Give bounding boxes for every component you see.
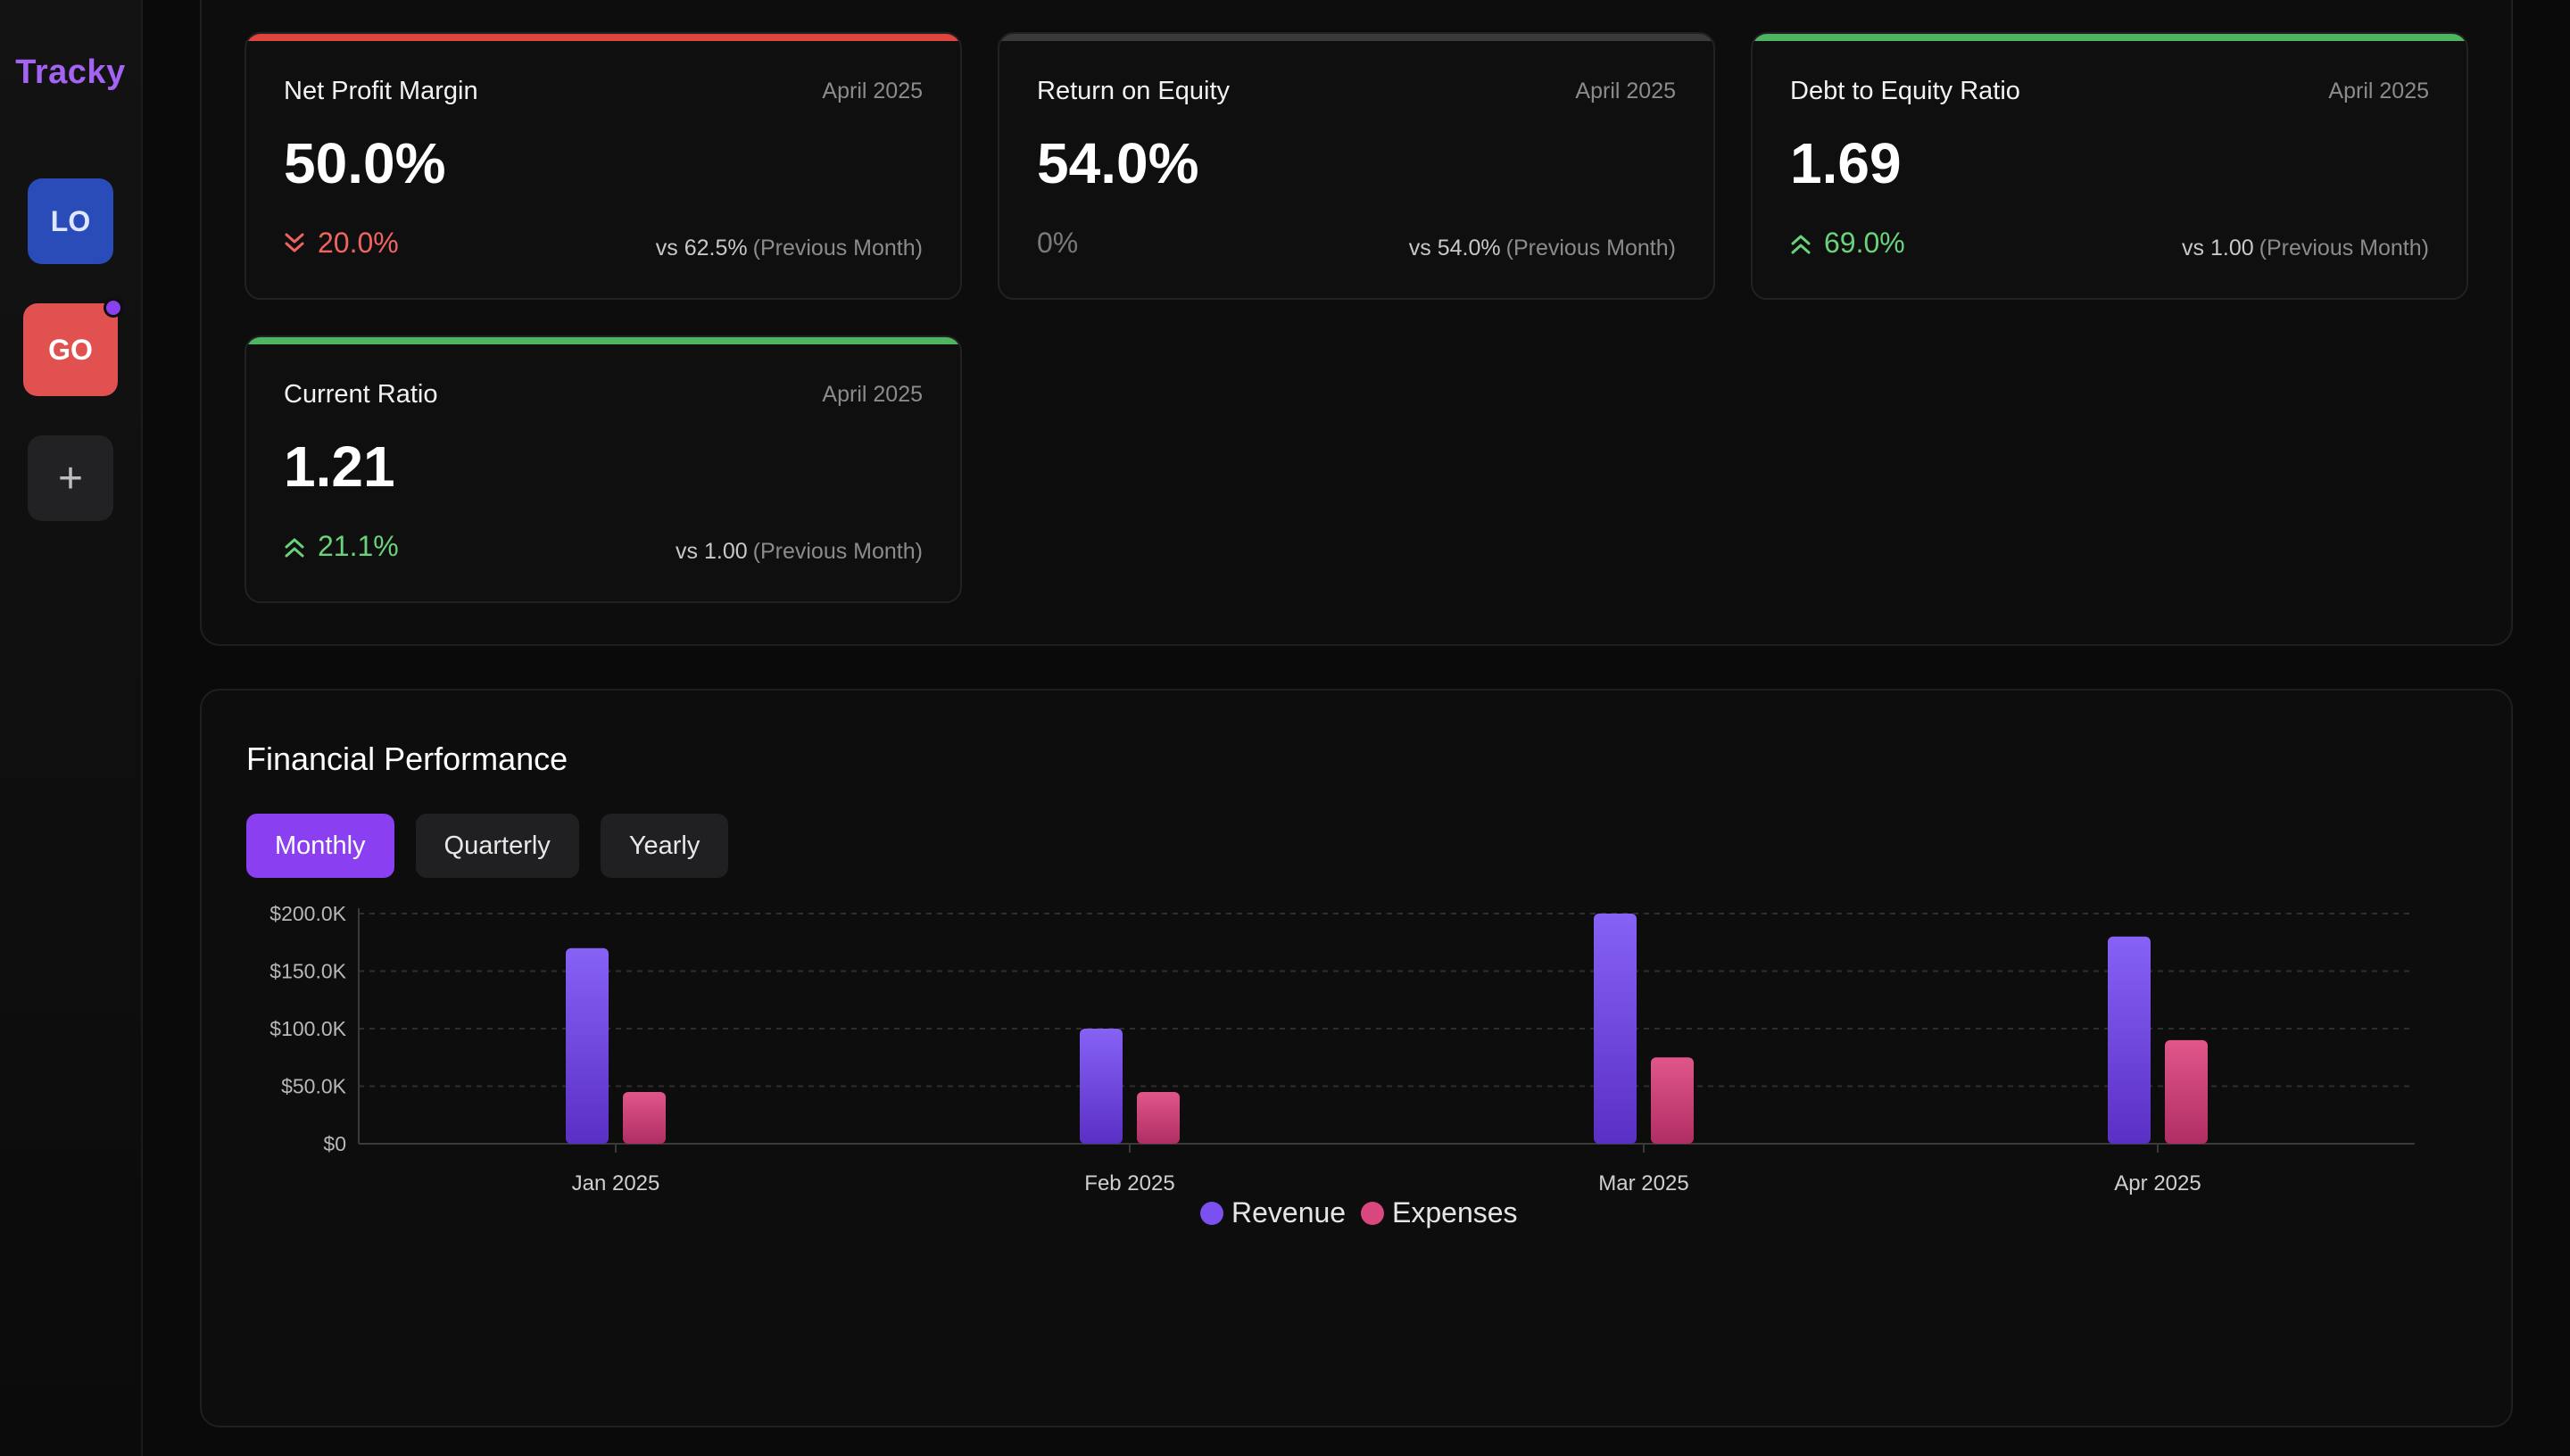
metric-vs-note: (Previous Month) (2259, 236, 2429, 261)
x-tick-label: Apr 2025 (2114, 1171, 2201, 1195)
metric-change-value: 20.0% (318, 227, 399, 259)
metric-title: Return on Equity (1037, 77, 1231, 105)
metric-change-value: 69.0% (1824, 227, 1905, 259)
metric-title: Debt to Equity Ratio (1790, 77, 2020, 105)
revenue-bar (566, 947, 609, 1144)
metric-value: 50.0% (284, 131, 446, 195)
metric-vs-note: (Previous Month) (752, 236, 923, 261)
card-accent-bar (246, 337, 960, 344)
card-accent-bar (1753, 34, 2466, 41)
x-tick-label: Jan 2025 (572, 1171, 660, 1195)
workspace-go-label: GO (48, 333, 93, 366)
revenue-bar (1080, 1029, 1123, 1144)
financial-performance-chart: $0 $50.0K $100.0K $150.0K $200.0K Jan 2025 Feb… (269, 902, 2415, 1228)
metric-date: April 2025 (822, 79, 923, 103)
expenses-bar (623, 1091, 666, 1144)
sidebar: Tracky LO GO + (0, 0, 143, 1456)
card-accent-bar (246, 34, 960, 41)
metric-vs-value: vs 54.0% (1408, 236, 1501, 261)
y-tick-label: $150.0K (269, 960, 346, 983)
add-workspace-button[interactable]: + (28, 435, 113, 521)
metric-title: Current Ratio (284, 380, 438, 409)
metric-vs-note: (Previous Month) (1505, 236, 1676, 261)
tab-quarterly[interactable]: Quarterly (415, 814, 579, 878)
revenue-bar (1594, 914, 1637, 1144)
metric-value: 1.21 (284, 434, 395, 499)
metric-card-net-profit-margin: Net Profit Margin April 2025 50.0% 20.0%… (245, 32, 962, 300)
revenue-bar (2108, 936, 2151, 1144)
plus-icon: + (57, 454, 84, 502)
metric-card-current-ratio: Current Ratio April 2025 1.21 21.1% vs 1… (245, 335, 962, 603)
double-chevron-up-icon (285, 538, 304, 557)
double-chevron-up-icon (1791, 235, 1811, 253)
x-tick-label: Mar 2025 (1598, 1171, 1688, 1195)
metric-comparison: vs 1.00 (Previous Month) (676, 539, 923, 565)
brand-logo: Tracky (15, 54, 126, 91)
legend-expenses-swatch (1361, 1202, 1384, 1225)
metric-change: 21.1% (284, 530, 399, 563)
metric-comparison: vs 62.5% (Previous Month) (656, 236, 923, 261)
financial-performance-panel: Financial Performance Monthly Quarterly … (200, 689, 2513, 1427)
metric-vs-note: (Previous Month) (752, 539, 923, 564)
workspace-lo-button[interactable]: LO (28, 178, 113, 264)
metric-date: April 2025 (1575, 79, 1676, 103)
section-title: Financial Performance (246, 740, 568, 777)
metric-vs-value: vs 62.5% (655, 236, 748, 261)
expenses-bar (2165, 1039, 2208, 1144)
metric-comparison: vs 1.00 (Previous Month) (2182, 236, 2429, 261)
y-tick-label: $50.0K (281, 1075, 347, 1098)
metric-date: April 2025 (822, 382, 923, 407)
metric-change-value: 0% (1037, 227, 1079, 259)
metrics-panel: Net Profit Margin April 2025 50.0% 20.0%… (200, 0, 2513, 646)
metric-title: Net Profit Margin (284, 77, 478, 105)
metric-change: 69.0% (1790, 227, 1905, 260)
y-tick-label: $100.0K (269, 1017, 346, 1040)
y-tick-label: $0 (323, 1132, 346, 1155)
double-chevron-down-icon (285, 233, 304, 252)
metric-card-debt-to-equity: Debt to Equity Ratio April 2025 1.69 69.… (1751, 32, 2468, 300)
workspace-go-button[interactable]: GO (23, 298, 123, 396)
metric-value: 1.69 (1790, 131, 1902, 195)
metric-date: April 2025 (2328, 79, 2429, 103)
expenses-bar (1137, 1091, 1180, 1144)
metric-card-return-on-equity: Return on Equity April 2025 54.0% 0% vs … (998, 32, 1715, 300)
expenses-bar (1651, 1057, 1694, 1144)
y-tick-label: $200.0K (269, 902, 346, 925)
workspace-lo-label: LO (50, 204, 91, 237)
x-tick-label: Feb 2025 (1084, 1171, 1174, 1195)
tab-yearly[interactable]: Yearly (600, 814, 729, 878)
metric-vs-value: vs 1.00 (676, 539, 748, 564)
legend-revenue-label: Revenue (1231, 1196, 1346, 1228)
metric-change: 0% (1037, 227, 1078, 260)
card-accent-bar (999, 34, 1713, 41)
metric-value: 54.0% (1037, 131, 1199, 195)
metric-change-value: 21.1% (318, 530, 399, 562)
metric-change: 20.0% (284, 227, 399, 260)
period-tabs: Monthly Quarterly Yearly (246, 814, 729, 878)
notification-dot (104, 298, 123, 318)
metric-comparison: vs 54.0% (Previous Month) (1409, 236, 1676, 261)
legend-revenue-swatch (1200, 1202, 1223, 1225)
metric-vs-value: vs 1.00 (2182, 236, 2254, 261)
tab-monthly[interactable]: Monthly (246, 814, 394, 878)
legend-expenses-label: Expenses (1392, 1196, 1518, 1228)
